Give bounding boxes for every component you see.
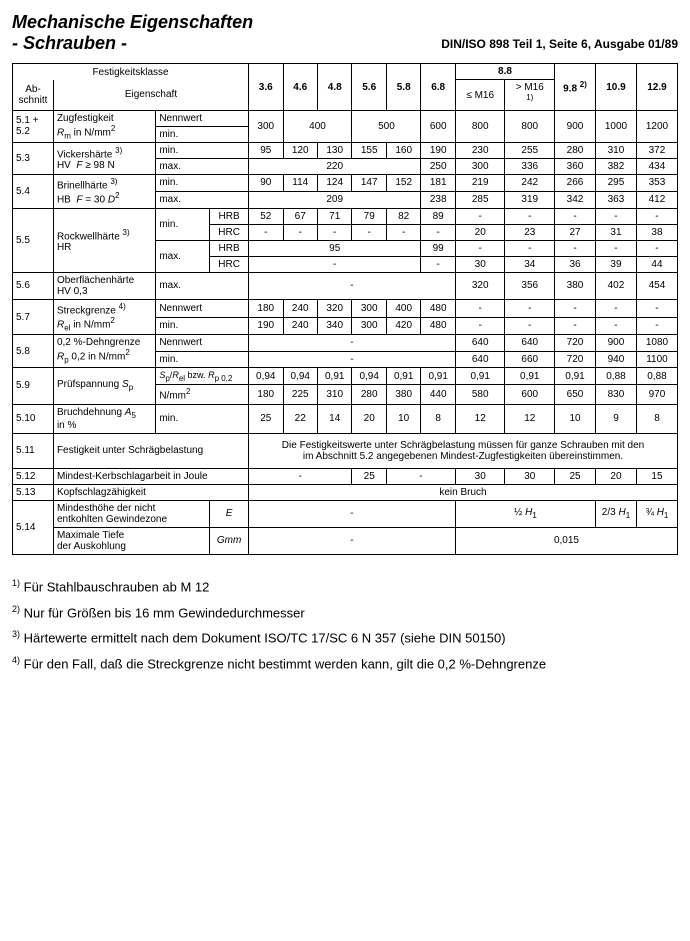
header-row-1: Festigkeitsklasse 3.6 4.6 4.8 5.6 5.8 6.…	[13, 64, 678, 80]
prop-brinell: Brinellhärte 3)HB F = 30 D2	[53, 175, 155, 209]
val-half-h1: ½ H1	[455, 500, 595, 527]
col-eigenschaft: Eigenschaft	[53, 80, 248, 110]
row-5.10: 5.10 Bruchdehnung A5in % min. 25 22 14 2…	[13, 404, 678, 433]
val-2-3-h1: 2/3 H1	[596, 500, 637, 527]
row-5.7-nennwert: 5.7 Streckgrenze 4)Rel in N/mm2 Nennwert…	[13, 299, 678, 317]
col-festigkeitsklasse: Festigkeitsklasse	[13, 64, 249, 80]
prop-dehngrenze: 0,2 %-DehngrenzeRp 0,2 in N/mm2	[53, 335, 155, 367]
class-5.6: 5.6	[352, 64, 386, 110]
sec-5.1-5.2: 5.1 + 5.2	[13, 110, 54, 142]
row-5.14-g: Maximale Tiefe der Auskohlung Gmm - 0,01…	[13, 527, 678, 554]
val: 500	[352, 110, 421, 142]
footnote-1: 1) Für Stahlbauschrauben ab M 12	[12, 575, 678, 599]
val: 900	[555, 110, 596, 142]
prop-vickers: Vickershärte 3)HV F ≥ 98 N	[53, 143, 155, 175]
label-min: min.	[156, 126, 249, 142]
footnote-4: 4) Für den Fall, daß die Streckgrenze ni…	[12, 652, 678, 676]
class-4.6: 4.6	[283, 64, 317, 110]
row-5.11: 5.11 Festigkeit unter Schrägbelastung Di…	[13, 433, 678, 468]
label-nmm2: N/mm2	[156, 385, 249, 404]
class-3.6: 3.6	[249, 64, 283, 110]
row-5.3-min: 5.3 Vickershärte 3)HV F ≥ 98 N min. 95 1…	[13, 143, 678, 159]
class-6.8: 6.8	[421, 64, 455, 110]
class-10.9: 10.9	[596, 64, 637, 110]
row-5.9-ratio: 5.9 Prüfspannung Sp Sp/Rel bzw. Rp 0,2 0…	[13, 367, 678, 385]
row-5.4-min: 5.4 Brinellhärte 3)HB F = 30 D2 min. 90 …	[13, 175, 678, 192]
properties-table: Festigkeitsklasse 3.6 4.6 4.8 5.6 5.8 6.…	[12, 63, 678, 554]
class-5.8: 5.8	[386, 64, 420, 110]
prop-bruchdehnung: Bruchdehnung A5in %	[53, 404, 155, 433]
class-12.9: 12.9	[636, 64, 677, 110]
row-5.8-nennwert: 5.8 0,2 %-DehngrenzeRp 0,2 in N/mm2 Nenn…	[13, 335, 678, 351]
val: 300	[249, 110, 283, 142]
row-5.5-min-hrb: 5.5 Rockwellhärte 3)HR min. HRB 52 67 71…	[13, 208, 678, 224]
prop-pruefspannung: Prüfspannung Sp	[53, 367, 155, 404]
val: 800	[455, 110, 505, 142]
val-3-4-h1: ¾ H1	[636, 500, 677, 527]
col-abschnitt: Ab- schnitt	[13, 80, 54, 110]
val: 800	[505, 110, 555, 142]
val: 400	[283, 110, 352, 142]
row-5.1-5.2: 5.1 + 5.2 ZugfestigkeitRm in N/mm2 Nennw…	[13, 110, 678, 126]
row-5.12: 5.12 Mindest-Kerbschlagarbeit in Joule -…	[13, 468, 678, 484]
subcol-le-m16: ≤ M16	[455, 80, 505, 110]
val: 600	[421, 110, 455, 142]
label-nennwert: Nennwert	[156, 110, 249, 126]
val: 1000	[596, 110, 637, 142]
class-4.8: 4.8	[317, 64, 351, 110]
title-line-1: Mechanische Eigenschaften	[12, 12, 253, 32]
page-title: Mechanische Eigenschaften - Schrauben -	[12, 12, 253, 53]
subcol-gt-m16: > M161)	[505, 80, 555, 110]
row-5.14-e: 5.14 Mindesthöhe der nicht entkohlten Ge…	[13, 500, 678, 527]
row-5.6: 5.6 Oberflächenhärte HV 0,3 max. - 320 3…	[13, 272, 678, 299]
footnotes: 1) Für Stahlbauschrauben ab M 12 2) Nur …	[12, 575, 678, 676]
page-header: Mechanische Eigenschaften - Schrauben - …	[12, 12, 678, 53]
class-9.8: 9.8 2)	[555, 64, 596, 110]
val: 1200	[636, 110, 677, 142]
footnote-2: 2) Nur für Größen bis 16 mm Gewindedurch…	[12, 601, 678, 625]
standard-reference: DIN/ISO 898 Teil 1, Seite 6, Ausgabe 01/…	[441, 37, 678, 51]
prop-rockwell: Rockwellhärte 3)HR	[53, 208, 155, 272]
class-8.8: 8.8	[455, 64, 554, 80]
prop-zugfestigkeit: ZugfestigkeitRm in N/mm2	[53, 110, 155, 142]
row-5.13: 5.13 Kopfschlagzähigkeit kein Bruch	[13, 484, 678, 500]
sec-5.3: 5.3	[13, 143, 54, 175]
title-line-2: - Schrauben -	[12, 33, 127, 53]
prop-streckgrenze: Streckgrenze 4)Rel in N/mm2	[53, 299, 155, 335]
footnote-3: 3) Härtewerte ermittelt nach dem Dokumen…	[12, 626, 678, 650]
label-sp-ratio: Sp/Rel bzw. Rp 0,2	[156, 367, 249, 385]
